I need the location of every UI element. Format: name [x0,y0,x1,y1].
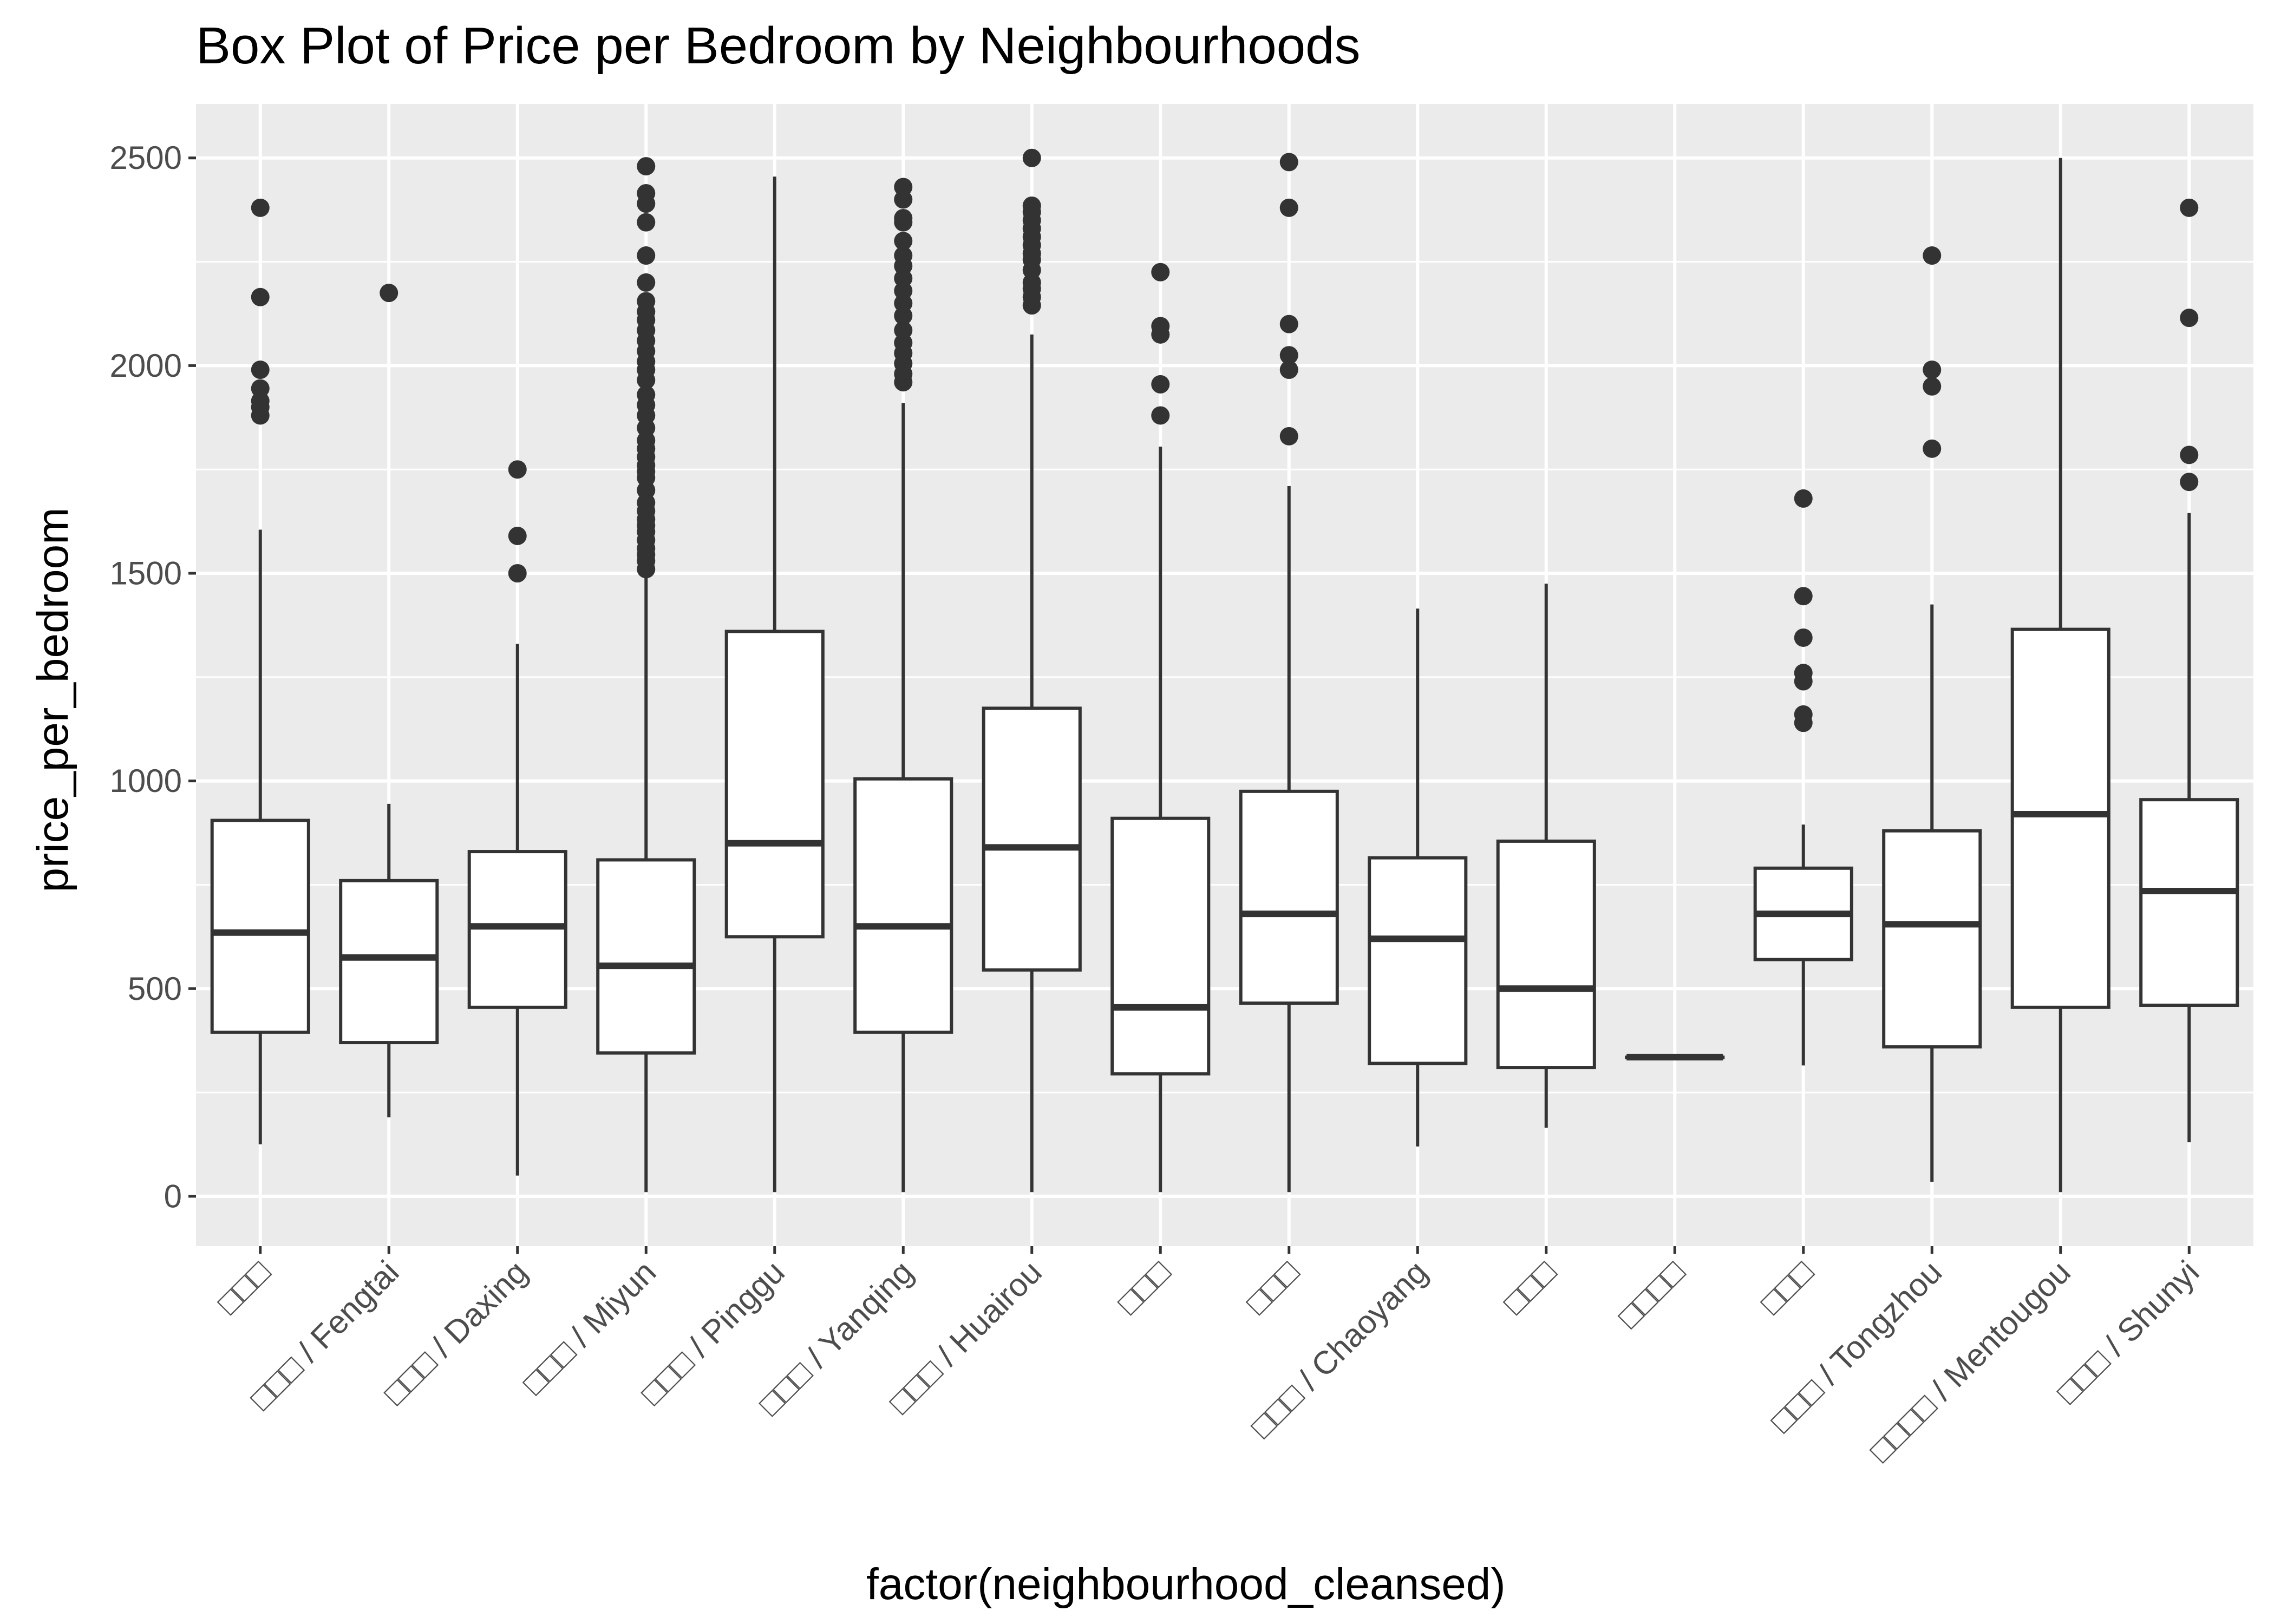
outlier-point [1923,246,1942,265]
box-group [1753,489,1853,1066]
outlier-point [637,184,656,202]
y-tick-label: 1000 [110,763,182,799]
outlier-point [894,321,913,340]
outlier-point [251,379,270,398]
outlier-point [2180,446,2199,464]
outlier-point [508,564,527,583]
box-group [339,284,439,1118]
box-iqr [210,818,310,1034]
box-group [2010,158,2110,1193]
box-iqr [1368,856,1468,1065]
outlier-point [1022,148,1041,167]
box-group [210,198,310,1145]
box-group [467,460,567,1176]
box-iqr [2139,798,2239,1007]
box-iqr [724,630,825,939]
box-group [2139,198,2239,1143]
outlier-point [1151,406,1170,425]
box-group [1239,153,1339,1193]
outlier-point [1923,377,1942,396]
box-iqr [853,777,953,1034]
outlier-point [1151,317,1170,336]
box-group [596,157,696,1193]
outlier-point [637,292,656,311]
outlier-point [894,209,913,227]
box-iqr [596,858,696,1055]
box-iqr [2010,627,2110,1009]
chart-title: Box Plot of Price per Bedroom by Neighbo… [196,17,1361,75]
box-iqr [1239,789,1339,1005]
outlier-point [1794,628,1813,647]
box-iqr [1110,816,1211,1076]
outlier-point [1923,361,1942,379]
box-group [982,148,1082,1193]
box-group [1110,263,1211,1193]
outlier-point [1794,489,1813,508]
y-axis-title: price_per_bedroom [28,507,77,893]
outlier-point [1279,427,1298,446]
box-layer [210,148,2239,1193]
outlier-point [637,385,656,404]
outlier-point [2180,473,2199,492]
y-tick-label: 0 [164,1178,182,1214]
box-group [853,178,953,1193]
box-iqr [1496,839,1596,1070]
outlier-point [1022,196,1041,215]
outlier-point [637,157,656,176]
outlier-point [1794,587,1813,606]
outlier-point [1279,346,1298,365]
x-tick-label: □□□ [210,1254,277,1321]
box-group [1368,608,1468,1147]
x-tick-label: □□□ [1496,1254,1563,1321]
outlier-point [1279,198,1298,217]
outlier-point [508,460,527,479]
box-iqr [982,706,1082,972]
outlier-point [1151,263,1170,281]
box-group [1625,1053,1725,1060]
outlier-point [637,213,656,232]
outlier-point [1279,361,1298,379]
x-tick-label: □□□□ [1611,1254,1692,1335]
outlier-point [251,287,270,306]
outlier-point [508,526,527,545]
box-iqr [1882,829,1982,1049]
outlier-point [251,198,270,217]
outlier-point [637,273,656,292]
outlier-point [380,284,398,303]
outlier-point [894,178,913,197]
outlier-point [1279,315,1298,333]
outlier-point [251,361,270,379]
x-axis-title: factor(neighbourhood_cleansed) [866,1560,1506,1609]
outlier-point [1794,664,1813,683]
outlier-point [1794,705,1813,724]
outlier-point [1279,153,1298,172]
x-tick-label: □□□ [1110,1254,1177,1321]
x-tick-labels: □□□□□□ / Fengtai□□□ / Daxing□□□ / Miyun□… [210,1254,2206,1469]
outlier-point [2180,198,2199,217]
y-tick-label: 2000 [110,348,182,384]
outlier-point [1151,375,1170,394]
plot-panel [196,104,2253,1246]
outlier-point [1923,439,1942,458]
box-iqr [339,879,439,1045]
x-tick-label: □□□ [1239,1254,1306,1321]
box-group [724,176,825,1193]
outlier-point [2180,309,2199,328]
x-tick-label: □□□ [1753,1254,1820,1321]
outlier-point [894,232,913,251]
outlier-point [894,246,913,265]
box-group [1496,584,1596,1128]
outlier-point [637,246,656,265]
box-group [1882,246,1982,1182]
y-tick-label: 500 [128,971,182,1007]
axis-layer: 0 500 1000 1500 2000 2500 [110,140,2191,1254]
y-tick-label: 2500 [110,140,182,176]
y-tick-label: 1500 [110,555,182,592]
